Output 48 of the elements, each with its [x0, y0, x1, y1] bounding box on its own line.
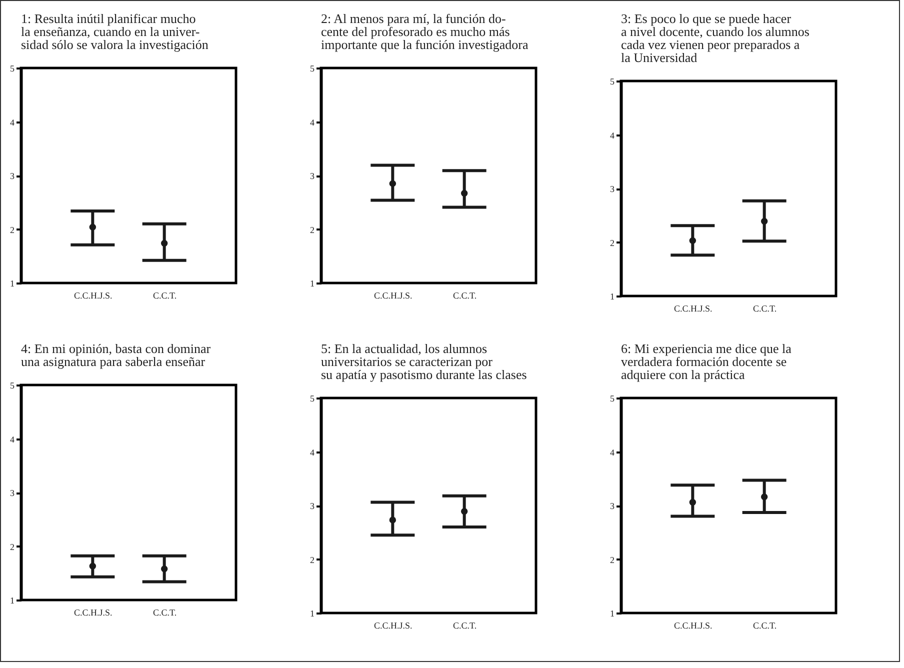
- y-tick-label: 2: [310, 224, 314, 235]
- x-tick-label: C.C.H.J.S.: [374, 620, 412, 630]
- y-tick-label: 3: [10, 171, 15, 181]
- y-tick-label: 2: [10, 224, 14, 235]
- y-tick-label: 5: [610, 394, 615, 404]
- y-tick-label: 3: [10, 488, 15, 498]
- y-tick-label: 1: [10, 596, 14, 606]
- y-tick-label: 4: [310, 117, 315, 128]
- chart-title: 3: Es poco lo que se puede hacer a nivel docente, cuando los alumnos cada vez vienen peor preparados a la Universidad: [621, 11, 810, 65]
- y-tick-label: 4: [10, 434, 15, 444]
- x-tick-label: C.C.H.J.S.: [74, 608, 112, 618]
- x-tick-label: C.C.T.: [153, 608, 177, 618]
- chart-title: 2: Al menos para mí, la función do- cente del profesorado es mucho más importante que la función investigadora: [321, 11, 528, 52]
- y-tick-label: 5: [310, 394, 315, 404]
- x-tick-label: C.C.T.: [753, 620, 777, 630]
- chart-title: 5: En la actualidad, los alumnos universitarios se caracterizan por su apatía y pasotismo durante las clases: [321, 341, 527, 382]
- y-tick-label: 1: [310, 278, 314, 288]
- x-tick-label: C.C.T.: [753, 304, 777, 314]
- y-tick-label: 3: [610, 184, 615, 194]
- chart-title: 6: Mi experiencia me dice que la verdadera formación docente se adquiere con la práctica: [621, 341, 792, 382]
- x-tick-label: C.C.H.J.S.: [74, 290, 112, 300]
- x-tick-label: C.C.H.J.S.: [674, 620, 712, 630]
- y-tick-label: 2: [10, 542, 14, 552]
- y-tick-label: 1: [610, 292, 614, 302]
- x-tick-label: C.C.H.J.S.: [374, 290, 412, 300]
- y-tick-label: 4: [610, 130, 615, 140]
- y-tick-label: 2: [610, 238, 614, 248]
- y-tick-label: 1: [10, 278, 14, 288]
- y-tick-label: 5: [310, 64, 315, 74]
- y-tick-label: 1: [610, 608, 614, 618]
- x-tick-label: C.C.T.: [453, 290, 477, 300]
- y-tick-label: 4: [610, 447, 615, 458]
- y-tick-label: 5: [10, 64, 15, 74]
- y-tick-label: 3: [310, 171, 315, 181]
- y-tick-label: 4: [10, 117, 15, 128]
- y-tick-label: 5: [610, 76, 615, 86]
- y-tick-label: 3: [310, 501, 315, 511]
- y-tick-label: 2: [310, 554, 314, 565]
- x-tick-label: C.C.T.: [153, 290, 177, 300]
- x-tick-label: C.C.T.: [453, 620, 477, 630]
- y-tick-label: 1: [310, 608, 314, 618]
- x-tick-label: C.C.H.J.S.: [674, 304, 712, 314]
- chart-title: 4: En mi opinión, basta con dominar una asignatura para saberla enseñar: [21, 341, 212, 369]
- y-tick-label: 4: [310, 447, 315, 458]
- y-tick-label: 3: [610, 501, 615, 511]
- y-tick-label: 5: [10, 380, 15, 390]
- chart-title: 1: Resulta inútil planificar mucho la enseñanza, cuando en la univer- sidad sólo se valora la investigación: [21, 11, 209, 52]
- y-tick-label: 2: [610, 554, 614, 565]
